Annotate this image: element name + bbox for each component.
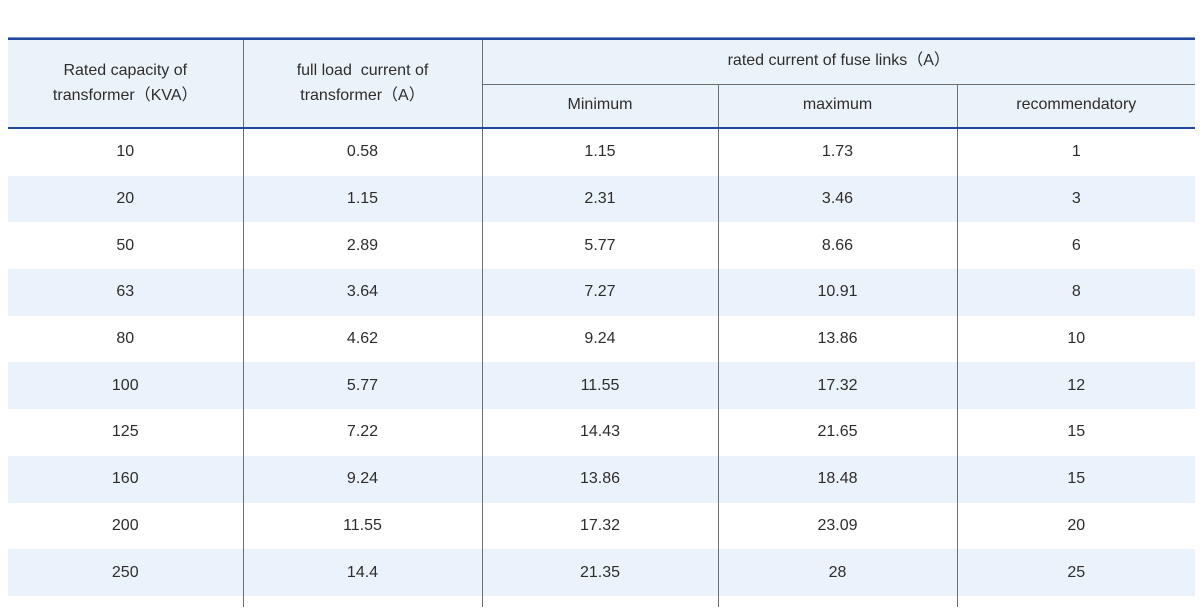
partial-cell <box>718 595 958 607</box>
header-maximum: maximum <box>718 84 958 129</box>
table-row: 10 0.58 1.15 1.73 1 <box>8 128 1196 176</box>
cell-full-load: 4.62 <box>243 315 483 363</box>
table-partial-row <box>8 595 1196 607</box>
header-row-sub: Minimum maximum recommendatory <box>8 84 1196 129</box>
cell-full-load: 5.77 <box>243 362 483 410</box>
cell-minimum: 17.32 <box>482 502 719 550</box>
cell-recommendatory: 15 <box>957 455 1196 503</box>
cell-recommendatory: 8 <box>957 269 1196 316</box>
cell-minimum: 2.31 <box>482 175 719 223</box>
header-row-top: Rated capacity of transformer（KVA） full … <box>8 39 1196 129</box>
cell-capacity: 80 <box>8 315 244 363</box>
table: Rated capacity of transformer（KVA） full … <box>8 38 1196 607</box>
cell-minimum: 21.35 <box>482 549 719 596</box>
cell-recommendatory: 12 <box>957 362 1196 410</box>
table-row: 80 4.62 9.24 13.86 10 <box>8 315 1196 363</box>
cell-maximum: 18.48 <box>718 455 958 503</box>
cell-maximum: 10.91 <box>718 269 958 316</box>
cell-full-load: 9.24 <box>243 455 483 503</box>
table-row: 50 2.89 5.77 8.66 6 <box>8 222 1196 270</box>
header-full-load-current: full load current of transformer（A） <box>243 39 483 129</box>
fuse-links-rating-table: Rated capacity of transformer（KVA） full … <box>8 37 1196 607</box>
cell-full-load: 0.58 <box>243 128 483 176</box>
cell-maximum: 8.66 <box>718 222 958 270</box>
header-fuse-links-group: rated current of fuse links（A） <box>482 39 1196 85</box>
partial-cell <box>957 595 1196 607</box>
header-recommendatory: recommendatory <box>957 84 1196 129</box>
cell-minimum: 9.24 <box>482 315 719 363</box>
table-row: 160 9.24 13.86 18.48 15 <box>8 455 1196 503</box>
cell-maximum: 13.86 <box>718 315 958 363</box>
cell-full-load: 1.15 <box>243 175 483 223</box>
partial-cell <box>482 595 719 607</box>
cell-full-load: 7.22 <box>243 409 483 456</box>
cell-full-load: 2.89 <box>243 222 483 270</box>
cell-capacity: 160 <box>8 455 244 503</box>
partial-cell <box>8 595 244 607</box>
cell-recommendatory: 10 <box>957 315 1196 363</box>
cell-full-load: 3.64 <box>243 269 483 316</box>
partial-row <box>8 595 1196 607</box>
header-rated-capacity: Rated capacity of transformer（KVA） <box>8 39 244 129</box>
cell-capacity: 10 <box>8 128 244 176</box>
table-row: 20 1.15 2.31 3.46 3 <box>8 175 1196 223</box>
table-row: 100 5.77 11.55 17.32 12 <box>8 362 1196 410</box>
partial-cell <box>243 595 483 607</box>
cell-capacity: 250 <box>8 549 244 596</box>
cell-minimum: 14.43 <box>482 409 719 456</box>
header-minimum: Minimum <box>482 84 719 129</box>
table-row: 200 11.55 17.32 23.09 20 <box>8 502 1196 550</box>
cell-capacity: 50 <box>8 222 244 270</box>
cell-recommendatory: 20 <box>957 502 1196 550</box>
cell-full-load: 14.4 <box>243 549 483 596</box>
cell-capacity: 125 <box>8 409 244 456</box>
cell-maximum: 21.65 <box>718 409 958 456</box>
table-header: Rated capacity of transformer（KVA） full … <box>8 39 1196 129</box>
cell-full-load: 11.55 <box>243 502 483 550</box>
cell-capacity: 20 <box>8 175 244 223</box>
cell-minimum: 5.77 <box>482 222 719 270</box>
cell-minimum: 11.55 <box>482 362 719 410</box>
cell-maximum: 28 <box>718 549 958 596</box>
cell-recommendatory: 3 <box>957 175 1196 223</box>
cell-recommendatory: 6 <box>957 222 1196 270</box>
cell-recommendatory: 25 <box>957 549 1196 596</box>
cell-recommendatory: 15 <box>957 409 1196 456</box>
cell-capacity: 100 <box>8 362 244 410</box>
table-body: 10 0.58 1.15 1.73 1 20 1.15 2.31 3.46 3 … <box>8 128 1196 596</box>
cell-recommendatory: 1 <box>957 128 1196 176</box>
cell-maximum: 17.32 <box>718 362 958 410</box>
cell-maximum: 1.73 <box>718 128 958 176</box>
cell-minimum: 13.86 <box>482 455 719 503</box>
table-row: 125 7.22 14.43 21.65 15 <box>8 409 1196 456</box>
cell-minimum: 7.27 <box>482 269 719 316</box>
cell-capacity: 63 <box>8 269 244 316</box>
cell-maximum: 23.09 <box>718 502 958 550</box>
cell-minimum: 1.15 <box>482 128 719 176</box>
cell-maximum: 3.46 <box>718 175 958 223</box>
table-row: 63 3.64 7.27 10.91 8 <box>8 269 1196 316</box>
table-row: 250 14.4 21.35 28 25 <box>8 549 1196 596</box>
cell-capacity: 200 <box>8 502 244 550</box>
